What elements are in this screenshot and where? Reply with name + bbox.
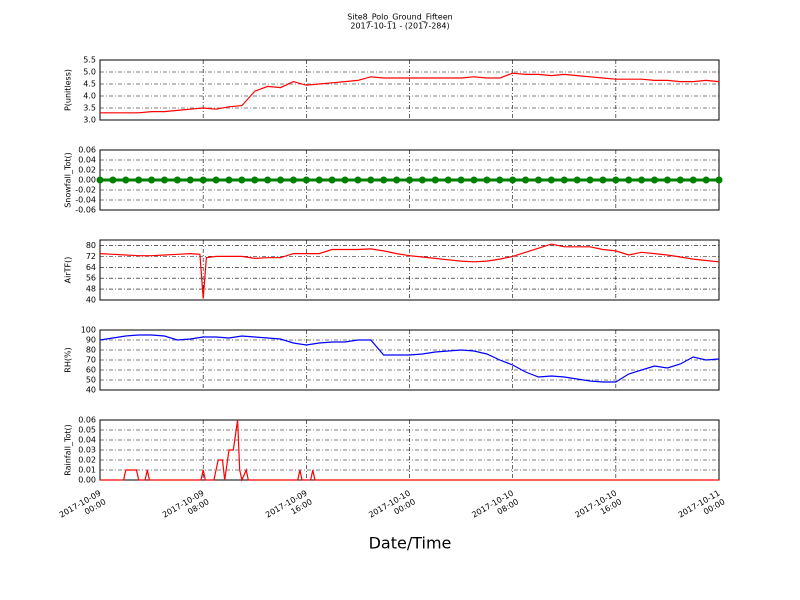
- data-point: [612, 176, 620, 184]
- data-point: [302, 176, 310, 184]
- y-tick-label: 80: [86, 346, 96, 355]
- data-point: [676, 176, 684, 184]
- data-point: [470, 176, 478, 184]
- data-point: [689, 176, 697, 184]
- y-tick-label: 0.02: [78, 456, 96, 465]
- data-point: [315, 176, 323, 184]
- y-axis-label: P(unitless): [64, 69, 73, 111]
- data-point: [341, 176, 349, 184]
- data-point: [509, 176, 517, 184]
- data-point: [586, 176, 594, 184]
- y-tick-label: 0.06: [78, 146, 96, 155]
- y-tick-label: 0.03: [78, 446, 96, 455]
- data-point: [148, 176, 156, 184]
- data-point: [638, 176, 646, 184]
- y-tick-label: 40: [86, 296, 96, 305]
- data-point: [225, 176, 233, 184]
- title: Site8_Polo_Ground_Fifteen: [347, 13, 452, 22]
- y-tick-label: 48: [86, 285, 96, 294]
- y-axis-label: RH(%): [64, 347, 73, 372]
- data-point: [560, 176, 568, 184]
- data-point: [715, 176, 723, 184]
- y-tick-label: 0.02: [78, 166, 96, 175]
- y-tick-label: 3.0: [83, 116, 96, 125]
- subtitle: 2017-10-11 - (2017-284): [350, 22, 449, 31]
- y-tick-label: 60: [86, 366, 96, 375]
- y-tick-label: 0.00: [78, 176, 96, 185]
- y-tick-label: 64: [86, 263, 96, 272]
- y-tick-label: 0.04: [78, 156, 96, 165]
- data-line: [100, 419, 719, 482]
- y-tick-label: 3.5: [83, 104, 96, 113]
- data-point: [599, 176, 607, 184]
- y-tick-label: 70: [86, 356, 96, 365]
- data-point: [186, 176, 194, 184]
- x-axis-label: Date/Time: [369, 534, 452, 553]
- data-point: [702, 176, 710, 184]
- data-point: [547, 176, 555, 184]
- y-tick-label: 72: [86, 252, 96, 261]
- data-line: [100, 72, 720, 114]
- y-tick-label: 0.00: [78, 476, 96, 485]
- data-point: [496, 176, 504, 184]
- data-point: [625, 176, 633, 184]
- data-point: [328, 176, 336, 184]
- y-tick-label: 40: [86, 386, 96, 395]
- data-point: [380, 176, 388, 184]
- data-point: [251, 176, 259, 184]
- data-point: [663, 176, 671, 184]
- y-tick-label: -0.02: [75, 186, 96, 195]
- data-point: [354, 176, 362, 184]
- data-point: [522, 176, 530, 184]
- data-line: [99, 334, 720, 383]
- data-point: [135, 176, 143, 184]
- y-tick-label: 4.5: [83, 80, 96, 89]
- data-point: [483, 176, 491, 184]
- y-axis-label: AirTF(): [64, 257, 73, 284]
- y-tick-label: 90: [86, 336, 96, 345]
- data-point: [457, 176, 465, 184]
- data-point: [109, 176, 117, 184]
- y-tick-label: 50: [86, 376, 96, 385]
- y-tick-label: 0.04: [78, 436, 96, 445]
- data-point: [289, 176, 297, 184]
- y-tick-label: 5.5: [83, 56, 96, 65]
- data-point: [431, 176, 439, 184]
- data-point: [212, 176, 220, 184]
- data-point: [264, 176, 272, 184]
- data-line: [99, 243, 720, 299]
- y-tick-label: 4.0: [83, 92, 96, 101]
- data-point: [238, 176, 246, 184]
- data-point: [199, 176, 207, 184]
- data-point: [393, 176, 401, 184]
- data-point: [418, 176, 426, 184]
- data-point: [173, 176, 181, 184]
- data-point: [367, 176, 375, 184]
- y-tick-label: 5.0: [83, 68, 96, 77]
- data-point: [534, 176, 542, 184]
- data-point: [122, 176, 130, 184]
- y-tick-label: 0.01: [78, 466, 96, 475]
- y-tick-label: -0.04: [75, 196, 96, 205]
- y-axis-label: Rainfall_Tot(): [64, 424, 73, 476]
- data-point: [651, 176, 659, 184]
- y-tick-label: 0.06: [78, 416, 96, 425]
- y-tick-label: 80: [86, 241, 96, 250]
- y-tick-label: 100: [81, 326, 96, 335]
- data-point: [96, 176, 104, 184]
- y-tick-label: 56: [86, 274, 96, 283]
- data-point: [406, 176, 413, 184]
- y-axis-label: Snowfall_Tot(): [64, 152, 73, 208]
- data-point: [160, 176, 168, 184]
- data-point: [573, 176, 581, 184]
- y-tick-label: 0.05: [78, 426, 96, 435]
- data-point: [277, 176, 285, 184]
- data-point: [444, 176, 452, 184]
- y-tick-label: -0.06: [75, 206, 96, 215]
